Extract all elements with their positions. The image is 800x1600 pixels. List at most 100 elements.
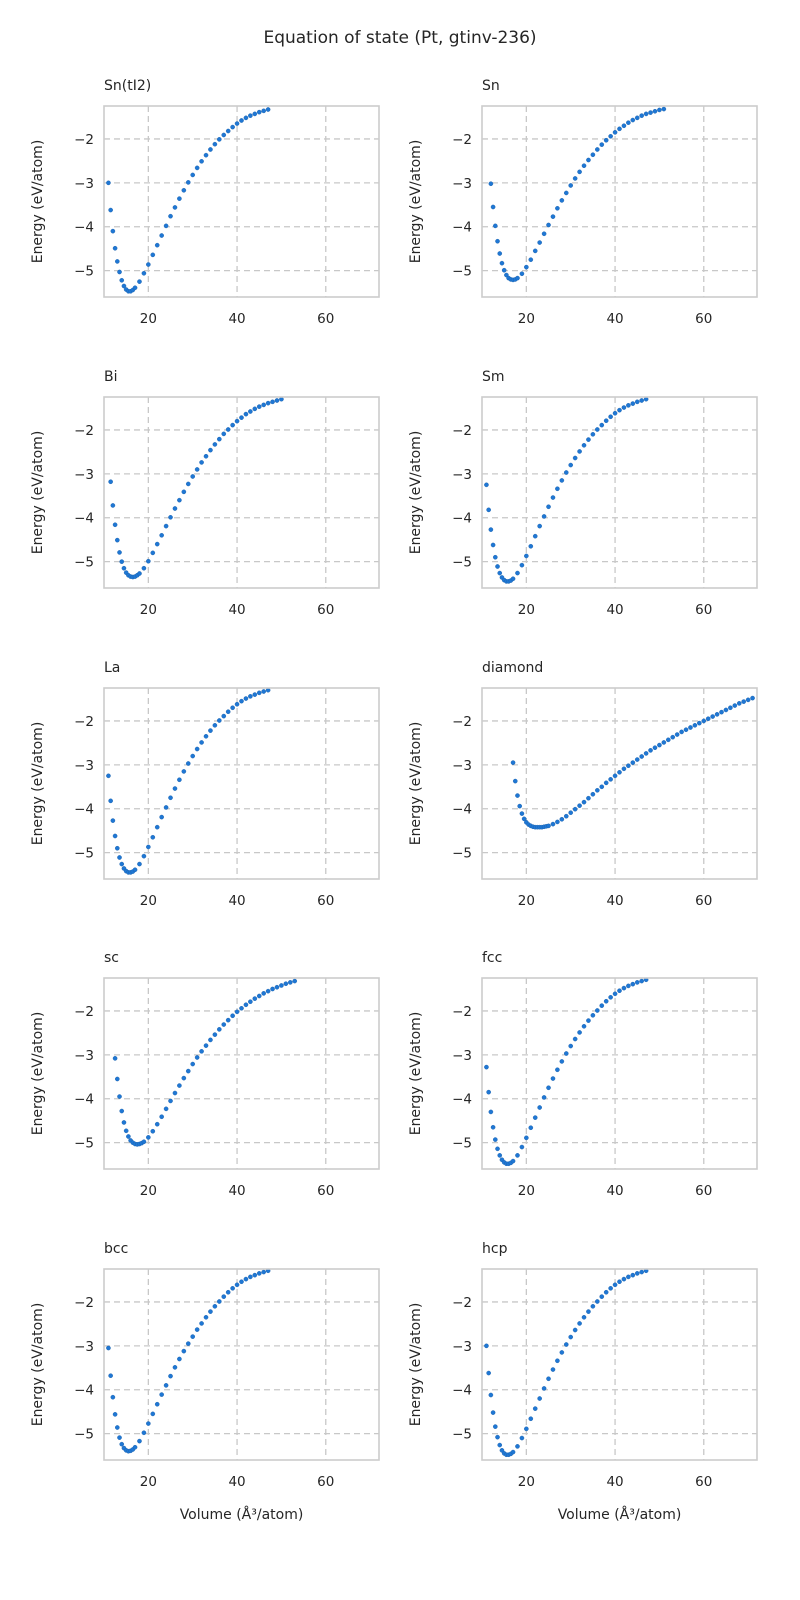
data-point <box>537 1105 542 1110</box>
data-point <box>550 1076 556 1081</box>
data-point <box>555 819 560 825</box>
data-point <box>497 1153 503 1158</box>
data-point <box>159 1392 164 1397</box>
data-point <box>159 814 164 820</box>
data-point <box>154 242 160 248</box>
data-point <box>603 137 609 143</box>
data-point <box>199 460 204 465</box>
data-point <box>546 1085 551 1091</box>
data-point <box>639 1269 644 1275</box>
data-point <box>524 1426 529 1432</box>
data-point <box>493 1424 498 1429</box>
y-tick-label: −3 <box>74 758 94 774</box>
data-point <box>612 991 618 997</box>
data-point <box>595 1008 600 1013</box>
data-point <box>519 562 525 568</box>
data-point <box>137 861 142 867</box>
data-point <box>499 260 505 266</box>
data-point <box>541 231 547 237</box>
y-tick-label: −5 <box>74 846 94 862</box>
data-point <box>499 1448 505 1453</box>
x-tick-label: 60 <box>317 311 334 327</box>
subplot-sc: 20 40 60 −5 −4 −3 −2 sc Energy (eV/atom) <box>30 950 380 1199</box>
data-point <box>630 760 636 765</box>
data-point <box>225 1289 231 1295</box>
data-point <box>643 111 649 117</box>
data-point <box>577 1030 582 1035</box>
data-point <box>252 406 258 412</box>
data-point <box>586 157 591 163</box>
data-point <box>265 107 271 112</box>
data-point <box>486 507 491 513</box>
y-tick-label: −3 <box>452 1339 472 1355</box>
data-point <box>203 453 209 459</box>
data-point <box>234 1282 240 1288</box>
data-point <box>555 206 560 211</box>
data-point <box>203 1315 209 1320</box>
data-point <box>141 270 147 276</box>
data-point <box>168 1098 173 1104</box>
data-point <box>621 985 627 991</box>
data-point <box>563 470 569 475</box>
data-point <box>572 1036 578 1042</box>
data-point <box>185 761 191 766</box>
y-tick-label: −4 <box>74 1383 94 1399</box>
data-point <box>115 1076 120 1082</box>
data-point <box>159 233 164 238</box>
data-point <box>106 180 111 186</box>
data-point <box>217 137 222 142</box>
data-point <box>519 1144 525 1150</box>
data-point <box>484 482 489 488</box>
axes-frame <box>481 1268 758 1461</box>
data-point <box>626 120 631 125</box>
data-point <box>225 128 231 134</box>
data-point <box>121 283 127 289</box>
data-point <box>163 1383 169 1388</box>
data-point <box>208 1037 213 1043</box>
data-point <box>208 447 213 453</box>
data-point <box>172 506 178 511</box>
data-point <box>546 504 551 510</box>
data-point <box>501 267 507 273</box>
data-point <box>115 845 120 851</box>
data-point <box>243 115 249 121</box>
data-point <box>493 1137 498 1142</box>
data-point <box>194 467 200 472</box>
data-point <box>532 533 538 539</box>
data-point <box>177 1083 182 1088</box>
x-tick-label: 20 <box>140 1183 157 1199</box>
data-point <box>495 1146 500 1152</box>
subplot-hcp: 20 40 60 −5 −4 −3 −2 hcp Energy (eV/atom) Volume … <box>408 1241 758 1523</box>
data-point <box>163 523 169 529</box>
y-tick-label: −4 <box>74 1092 94 1108</box>
x-tick-label: 20 <box>518 893 535 909</box>
data-point <box>261 402 266 408</box>
data-point <box>621 1276 627 1282</box>
data-point <box>248 409 253 414</box>
data-point <box>608 1286 613 1291</box>
data-point <box>115 259 120 264</box>
y-axis-label: Energy (eV/atom) <box>408 722 424 846</box>
data-point <box>163 805 169 810</box>
data-point <box>221 132 227 138</box>
data-point <box>595 147 600 152</box>
data-point <box>106 773 111 779</box>
data-point <box>168 1373 173 1379</box>
data-point <box>230 124 235 130</box>
data-point <box>123 1128 129 1134</box>
y-axis-label: Energy (eV/atom) <box>30 431 46 555</box>
data-point <box>261 108 266 114</box>
data-point <box>194 1327 200 1332</box>
data-point <box>630 1272 636 1278</box>
data-point <box>745 697 751 703</box>
data-point <box>141 1430 147 1436</box>
data-point <box>572 806 578 812</box>
data-point <box>190 1334 196 1339</box>
data-point <box>563 1342 569 1347</box>
y-tick-label: −5 <box>74 555 94 571</box>
data-point <box>110 228 116 234</box>
data-point <box>172 1090 178 1096</box>
data-point <box>177 777 182 783</box>
data-point <box>639 113 644 118</box>
